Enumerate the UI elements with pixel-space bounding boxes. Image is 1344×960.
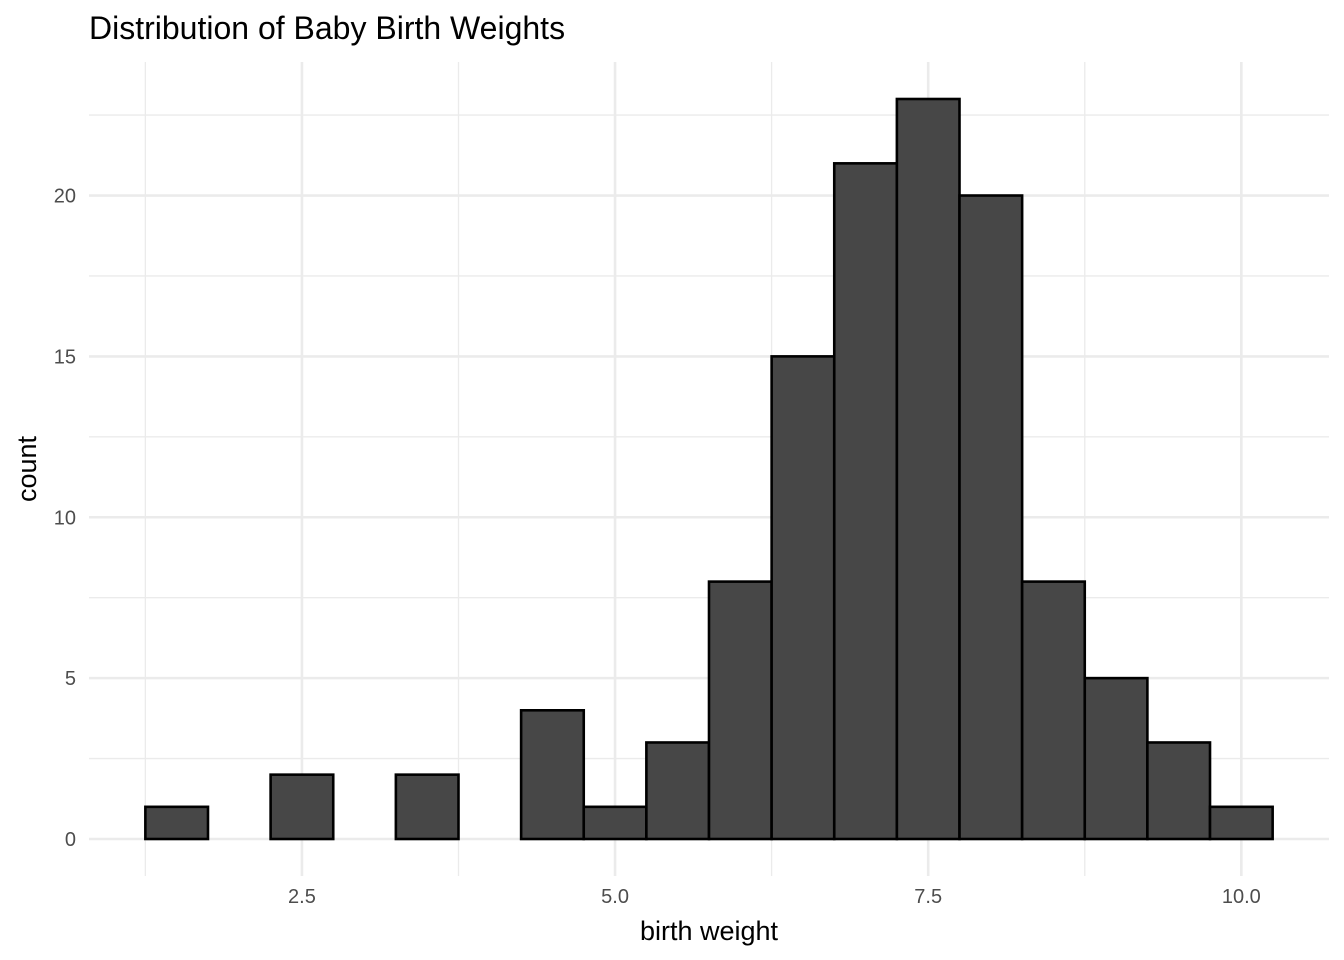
histogram-bar [1020, 580, 1087, 841]
x-tick-label: 10.0 [1222, 886, 1261, 908]
y-tick-label: 5 [65, 668, 76, 690]
y-axis-title: count [12, 435, 42, 502]
histogram-bar [582, 805, 648, 841]
histogram-bar [958, 194, 1024, 841]
x-tick-label: 2.5 [288, 886, 316, 908]
histogram-bars [144, 97, 1274, 841]
histogram-bar [519, 709, 586, 841]
histogram-bar [144, 805, 210, 841]
histogram-bar [770, 355, 836, 841]
histogram-bar [394, 773, 460, 841]
histogram-bar [707, 580, 773, 841]
y-tick-label: 15 [54, 346, 76, 368]
y-axis-tick-labels: 0 5 10 15 20 [54, 186, 76, 851]
histogram-bar [1083, 676, 1149, 841]
y-tick-label: 0 [65, 829, 76, 851]
histogram-bar [269, 773, 335, 841]
histogram-bar [1208, 805, 1274, 841]
histogram-bar [832, 162, 899, 841]
x-axis-title: birth weight [640, 916, 779, 946]
histogram-bar [895, 97, 961, 841]
histogram-bar [1146, 741, 1212, 841]
y-tick-label: 20 [54, 186, 76, 208]
x-tick-label: 7.5 [914, 886, 942, 908]
x-axis-tick-labels: 2.5 5.0 7.5 10.0 [288, 886, 1261, 908]
x-tick-label: 5.0 [601, 886, 629, 908]
histogram-bar [645, 741, 711, 841]
y-tick-label: 10 [54, 507, 76, 529]
chart-title: Distribution of Baby Birth Weights [89, 10, 565, 46]
